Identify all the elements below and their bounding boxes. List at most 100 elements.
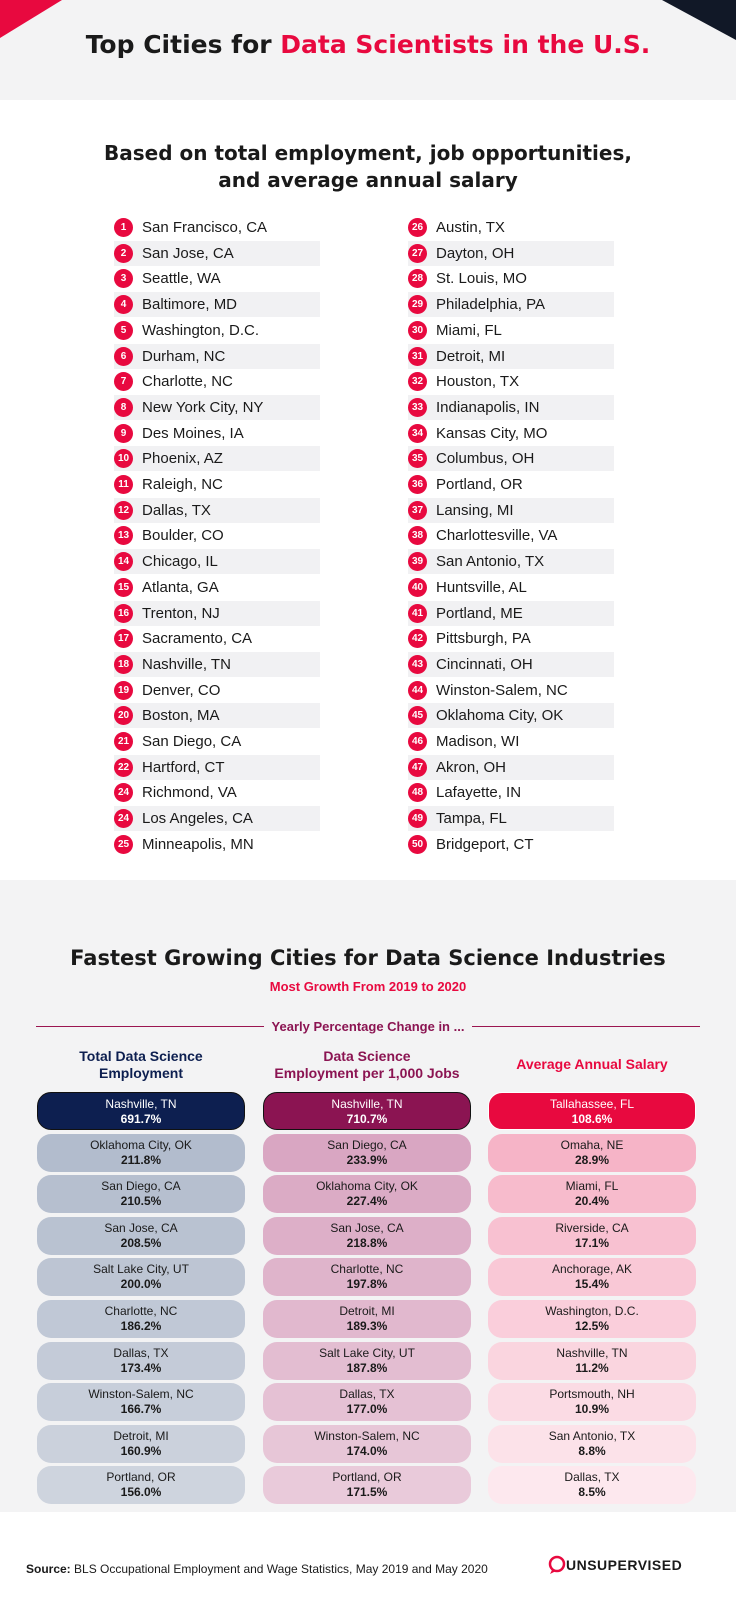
pill-city: Riverside, CA (555, 1220, 629, 1235)
ranking-heading: Based on total employment, job opportuni… (0, 140, 736, 194)
rank-badge: 25 (114, 834, 133, 854)
ranking-row: 9 Des Moines, IA (114, 421, 320, 446)
growth-pill: Portland, OR 156.0% (37, 1466, 245, 1505)
divider-label: Yearly Percentage Change in ... (0, 1018, 736, 1036)
pill-city: Oklahoma City, OK (316, 1179, 418, 1194)
city-name: Sacramento, CA (142, 630, 253, 648)
pill-city: Nashville, TN (556, 1345, 628, 1360)
city-name: Columbus, OH (436, 450, 535, 468)
ranking-row: 13 Boulder, CO (114, 523, 320, 548)
pill-value: 189.3% (346, 1319, 388, 1333)
city-name: Los Angeles, CA (142, 810, 253, 828)
pill-city: Omaha, NE (560, 1137, 624, 1152)
rank-badge: 49 (408, 809, 427, 829)
rank-badge: 24 (114, 783, 133, 803)
pill-city: San Diego, CA (101, 1179, 181, 1194)
ranking-row: 40 Huntsville, AL (408, 575, 614, 600)
pill-city: Portland, OR (332, 1470, 402, 1485)
pill-value: 17.1% (574, 1235, 610, 1250)
rank-badge: 11 (114, 475, 133, 494)
ranking-row: 42 Pittsburgh, PA (408, 626, 614, 651)
rank-badge: 31 (408, 346, 427, 366)
rank-badge: 26 (408, 218, 427, 237)
ranking-row: 48 Lafayette, IN (408, 780, 614, 805)
city-name: Lafayette, IN (436, 784, 522, 802)
city-name: Nashville, TN (142, 655, 231, 673)
divider-text: Yearly Percentage Change in ... (263, 1019, 473, 1034)
pill-value: 8.8% (578, 1443, 606, 1458)
pill-city: San Jose, CA (104, 1220, 178, 1235)
growth-pill: Portland, OR 171.5% (263, 1466, 471, 1505)
header-line: Total Data Science (79, 1048, 203, 1064)
ranking-row: 33 Indianapolis, IN (408, 394, 614, 420)
city-name: Madison, WI (436, 733, 520, 750)
logo-icon (548, 1555, 566, 1574)
source: Source: BLS Occupational Employment and … (26, 1562, 488, 1576)
growth-pill: Nashville, TN 691.7% (37, 1092, 245, 1130)
pill-city: Tallahassee, FL (549, 1097, 635, 1111)
ranking-row: 36 Portland, OR (408, 472, 614, 497)
city-name: Indianapolis, IN (436, 398, 540, 416)
city-name: Richmond, VA (142, 784, 237, 802)
city-name: Cincinnati, OH (436, 655, 533, 673)
pill-value: 10.9% (574, 1402, 610, 1417)
growth-pill: Charlotte, NC 197.8% (263, 1258, 471, 1297)
pill-city: Oklahoma City, OK (90, 1137, 192, 1152)
pill-value: 156.0% (120, 1485, 162, 1500)
pill-city: Portsmouth, NH (549, 1387, 635, 1402)
city-name: Oklahoma City, OK (436, 707, 564, 725)
growth-pill: Washington, D.C. 12.5% (488, 1300, 696, 1338)
rank-badge: 37 (408, 500, 427, 520)
city-name: Des Moines, IA (142, 424, 244, 442)
ranking-row: 17 Sacramento, CA (114, 626, 320, 651)
ranking-row: 45 Oklahoma City, OK (408, 703, 614, 729)
rank-badge: 12 (114, 500, 133, 520)
city-name: Akron, OH (436, 758, 507, 776)
ranking-row: 10 Phoenix, AZ (114, 446, 320, 472)
rank-badge: 22 (114, 757, 133, 777)
city-name: San Francisco, CA (142, 219, 268, 236)
pill-value: 210.5% (120, 1194, 162, 1209)
rank-badge: 17 (114, 629, 133, 649)
city-name: Baltimore, MD (142, 296, 238, 314)
rank-badge: 34 (408, 423, 427, 443)
ranking-row: 26 Austin, TX (408, 215, 614, 240)
pill-value: 12.5% (574, 1319, 610, 1333)
rank-badge: 33 (408, 397, 427, 417)
pill-value: 233.9% (346, 1152, 388, 1167)
pill-value: 15.4% (574, 1277, 610, 1292)
ranking-row: 49 Tampa, FL (408, 806, 614, 832)
pill-city: Charlotte, NC (330, 1262, 404, 1277)
title-highlight: Data Scientists in the U.S. (280, 30, 651, 59)
ranking-row: 27 Dayton, OH (408, 240, 614, 266)
rank-badge: 16 (114, 603, 133, 623)
ranking-row: 34 Kansas City, MO (408, 421, 614, 446)
ranking-row: 6 Durham, NC (114, 343, 320, 369)
pill-value: 186.2% (120, 1319, 162, 1333)
pill-city: Nashville, TN (105, 1097, 177, 1111)
rank-badge: 1 (114, 218, 133, 237)
city-name: Kansas City, MO (436, 424, 548, 442)
rank-badge: 8 (114, 397, 133, 417)
ranking-row: 47 Akron, OH (408, 754, 614, 780)
pill-city: Washington, D.C. (545, 1304, 639, 1318)
rank-badge: 24 (114, 809, 133, 829)
city-name: St. Louis, MO (436, 270, 527, 288)
pill-city: Miami, FL (565, 1179, 619, 1194)
city-name: Winston-Salem, NC (436, 681, 568, 699)
column-header: Total Data Science Employment (36, 1048, 246, 1082)
growth-pill: Salt Lake City, UT 200.0% (37, 1258, 245, 1297)
city-name: Hartford, CT (142, 758, 225, 776)
city-name: Bridgeport, CT (436, 835, 534, 853)
rank-badge: 20 (114, 706, 133, 726)
ranking-row: 1 San Francisco, CA (114, 215, 320, 240)
ranking-row: 12 Dallas, TX (114, 497, 320, 523)
pill-city: Charlotte, NC (104, 1304, 178, 1318)
pill-city: San Diego, CA (327, 1137, 407, 1152)
ranking-row: 28 St. Louis, MO (408, 266, 614, 291)
pill-value: 108.6% (571, 1112, 613, 1126)
ranking-row: 31 Detroit, MI (408, 343, 614, 369)
rank-badge: 21 (114, 732, 133, 751)
pill-value: 691.7% (120, 1112, 162, 1126)
